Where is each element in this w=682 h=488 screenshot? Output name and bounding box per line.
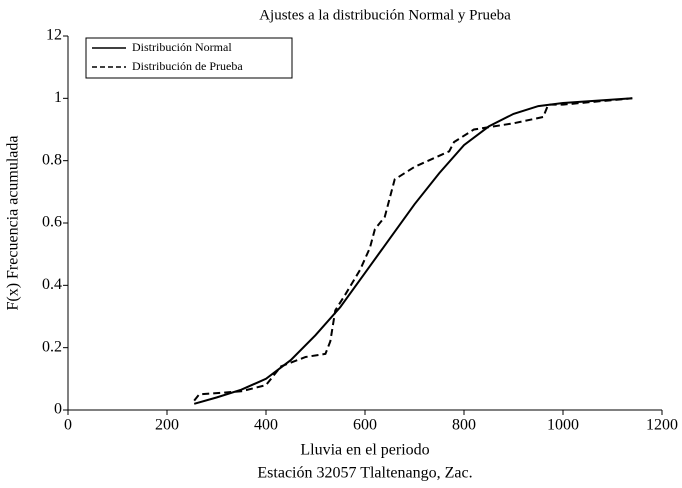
- legend-box: [85, 37, 293, 79]
- y-tick-label: 0.8: [42, 151, 62, 168]
- chart-title: Ajustes a la distribución Normal y Prueb…: [259, 7, 511, 23]
- y-tick-label: 0.2: [42, 338, 62, 355]
- x-axis-label: Estación 32057 Tlaltenango, Zac.: [257, 465, 472, 482]
- y-tick-label: 0.4: [42, 276, 62, 293]
- data-line: [193, 97, 633, 402]
- x-tick-label: 0: [64, 417, 72, 434]
- x-tick-label: 600: [353, 417, 377, 434]
- x-tick-label: 1200: [646, 417, 678, 434]
- x-tick-label: 400: [254, 417, 278, 434]
- y-tick-label: 12: [46, 27, 62, 44]
- legend: Distribución Normal Distribución de Prueb…: [85, 37, 293, 79]
- x-tick-label: 200: [155, 417, 179, 434]
- x-tick-label: 800: [452, 417, 476, 434]
- data-line: [193, 97, 633, 405]
- y-tick-label: 0.6: [42, 214, 62, 231]
- legend-label: Distribución de Prueba: [132, 59, 243, 73]
- x-tick-label: 1000: [547, 417, 579, 434]
- legend-label: Distribución Normal: [132, 40, 232, 54]
- y-axis-label: F(x) Frecuencia acumulada: [5, 135, 22, 310]
- x-axis-label: Lluvia en el periodo: [300, 442, 429, 459]
- y-tick-label: 1: [54, 89, 62, 106]
- y-tick-label: 0: [54, 401, 62, 418]
